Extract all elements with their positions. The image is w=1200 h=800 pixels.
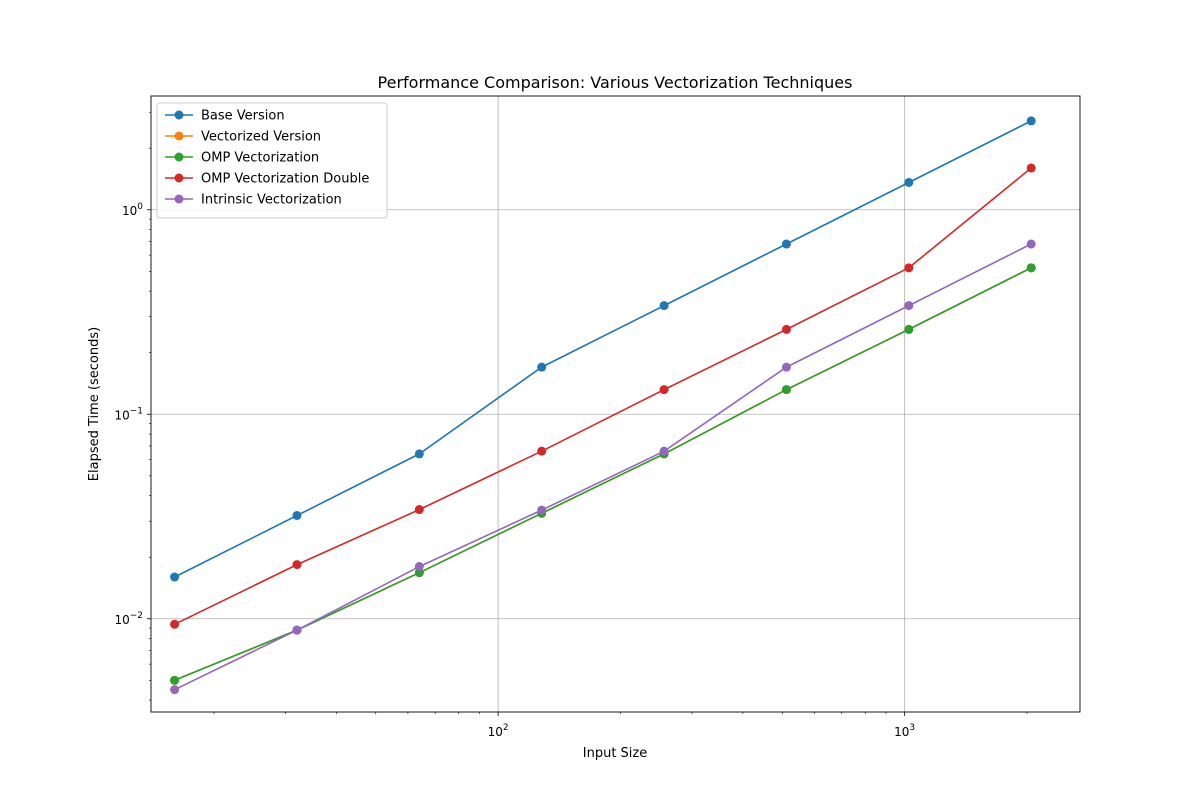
data-point [904,263,914,273]
series-line [174,243,1032,691]
data-point [292,560,302,570]
data-point [170,675,180,685]
y-tick-label: 10−1 [114,406,143,422]
data-point [1026,163,1036,173]
data-point [1026,239,1036,249]
data-point [414,562,424,572]
x-axis-label: Input Size [583,746,647,761]
series-line [174,167,1032,626]
data-point [781,324,791,334]
data-point [414,449,424,459]
data-point [904,324,914,334]
data-point [659,301,669,311]
series-line [174,120,1032,578]
legend-marker [174,194,184,204]
data-point [1026,116,1036,126]
legend-box [156,102,388,219]
data-point [659,446,669,456]
data-point [1026,263,1036,273]
legend: Base Version Vectorized Version OMP Vector… [156,102,388,219]
data-point [537,505,547,515]
data-point [537,362,547,372]
chart-title: Performance Comparison: Various Vectoriz… [378,73,853,92]
data-point [904,177,914,187]
series-base-version [170,116,1036,582]
legend-label: Base Version [201,109,285,124]
legend-label: Vectorized Version [201,130,321,145]
legend-marker [174,173,184,183]
legend-label: OMP Vectorization Double [201,172,369,187]
plot-area: 102 103 10−2 10−1 100 Base Version Vectorized … [114,95,1081,739]
series-omp-vectorization-double [170,163,1036,629]
data-point [292,625,302,635]
y-tick-label: 10−2 [114,611,143,627]
data-point [904,301,914,311]
data-point [170,619,180,629]
data-point [414,505,424,515]
legend-marker [174,131,184,141]
data-point [781,385,791,395]
data-point [537,446,547,456]
legend-marker [174,110,184,120]
series-line [174,267,1032,682]
data-point [781,362,791,372]
data-point [781,239,791,249]
y-axis-label: Elapsed Time (seconds) [87,327,102,481]
legend-label: OMP Vectorization [201,151,319,166]
series-intrinsic-vectorization [170,239,1036,695]
x-tick-label: 102 [488,723,509,739]
y-tick-label: 100 [122,202,143,218]
axes-frame [150,95,1081,713]
legend-label: Intrinsic Vectorization [201,193,342,208]
data-point [170,572,180,582]
data-point [659,385,669,395]
x-tick-label: 103 [894,723,915,739]
legend-marker [174,152,184,162]
data-point [292,510,302,520]
data-point [170,685,180,695]
